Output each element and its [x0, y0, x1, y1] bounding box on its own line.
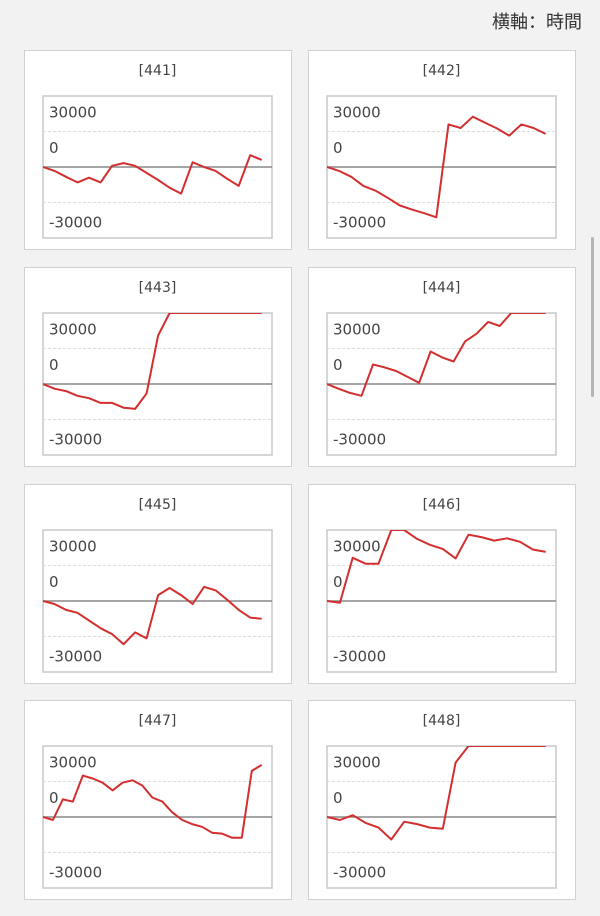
chart-card: [443] -30000 0 30000: [24, 267, 292, 467]
y-tick-label: -30000: [49, 431, 102, 449]
data-line: [43, 764, 263, 839]
y-tick-label: -30000: [49, 214, 102, 232]
y-tick-label: 30000: [333, 538, 381, 556]
y-tick-label: 30000: [49, 538, 97, 556]
y-tick-label: 30000: [333, 321, 381, 339]
data-line: [327, 313, 546, 397]
chart-card: [448] -30000 0 30000: [308, 700, 576, 900]
card-frame: [308, 267, 576, 467]
card-frame: [308, 484, 576, 684]
plot: [327, 746, 546, 841]
y-tick-label: -30000: [333, 431, 386, 449]
data-line: [327, 115, 547, 219]
chart-title: [443]: [139, 280, 177, 296]
chart-card: [441] -30000 0 30000: [24, 50, 292, 250]
y-tick-label: 0: [333, 573, 343, 591]
card-frame: [24, 50, 292, 250]
data-line: [43, 154, 263, 195]
chart-title: [445]: [139, 497, 177, 513]
plot: [43, 764, 263, 839]
data-line: [327, 530, 546, 604]
data-line: [43, 585, 262, 646]
chart-title: [446]: [423, 497, 461, 513]
y-tick-label: 30000: [49, 754, 97, 772]
header: 横軸：時間: [492, 12, 582, 33]
card-frame: [24, 484, 292, 684]
chart-title: [447]: [139, 713, 177, 729]
y-tick-label: 30000: [333, 104, 381, 122]
y-tick-label: 30000: [49, 321, 97, 339]
y-tick-label: -30000: [49, 864, 102, 882]
y-tick-label: 0: [333, 139, 343, 157]
plot: [43, 313, 262, 410]
y-tick-label: 0: [49, 356, 59, 374]
y-tick-label: -30000: [333, 214, 386, 232]
chart-title: [448]: [423, 713, 461, 729]
chart-title: [441]: [139, 63, 177, 79]
data-line: [43, 313, 262, 410]
chart-card: [447] -30000 0 30000: [24, 700, 292, 900]
plot: [327, 115, 547, 219]
plot: [43, 154, 263, 195]
y-tick-label: 0: [49, 139, 59, 157]
y-tick-label: 0: [49, 789, 59, 807]
card-frame: [308, 700, 576, 900]
card-frame: [24, 267, 292, 467]
y-tick-label: 30000: [49, 104, 97, 122]
scrollbar: [591, 237, 594, 397]
chart-card: [444] -30000 0 30000: [308, 267, 576, 467]
plot: [327, 530, 546, 604]
card-frame: [308, 50, 576, 250]
y-tick-label: 0: [333, 356, 343, 374]
y-tick-label: -30000: [49, 648, 102, 666]
chart-title: [442]: [423, 63, 461, 79]
plot: [43, 585, 262, 646]
plot: [327, 313, 546, 397]
y-tick-label: -30000: [333, 864, 386, 882]
y-tick-label: -30000: [333, 648, 386, 666]
chart-card: [446] -30000 0 30000: [308, 484, 576, 684]
y-tick-label: 0: [49, 573, 59, 591]
y-tick-label: 0: [333, 789, 343, 807]
data-line: [327, 746, 546, 841]
chart-card: [445] -30000 0 30000: [24, 484, 292, 684]
y-tick-label: 30000: [333, 754, 381, 772]
chart-title: [444]: [423, 280, 461, 296]
chart-card: [442] -30000 0 30000: [308, 50, 576, 250]
